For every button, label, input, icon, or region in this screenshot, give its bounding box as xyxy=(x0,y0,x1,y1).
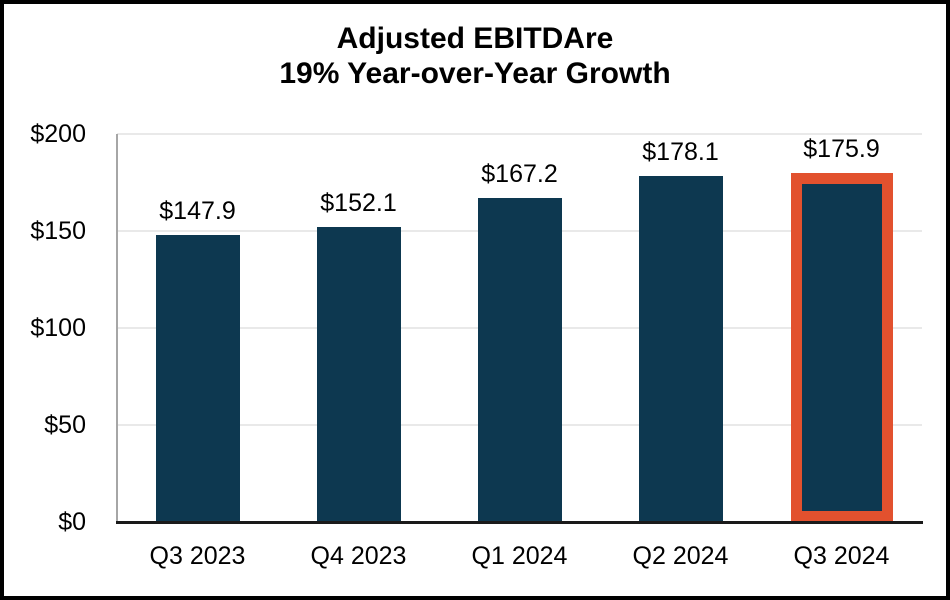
bar xyxy=(799,180,884,522)
x-tick-label: Q4 2023 xyxy=(310,542,407,570)
chart-title: Adjusted EBITDAre 19% Year-over-Year Gro… xyxy=(0,21,950,91)
x-tick-label: Q1 2024 xyxy=(471,542,568,570)
chart-title-line1: Adjusted EBITDAre xyxy=(336,22,614,55)
bar-value-label: $167.2 xyxy=(481,159,558,188)
bar-value-label: $152.1 xyxy=(320,188,397,217)
bar-highlight-outline xyxy=(790,172,893,522)
y-tick-label: $50 xyxy=(44,411,86,439)
x-tick-label: Q3 2024 xyxy=(793,542,890,570)
bar-value-label: $147.9 xyxy=(159,197,236,226)
bar-value-label: $175.9 xyxy=(803,134,880,163)
x-tick-label: Q3 2023 xyxy=(149,542,246,570)
y-tick-label: $150 xyxy=(30,217,86,245)
bar xyxy=(638,176,723,522)
gridline xyxy=(117,133,922,135)
y-axis-line xyxy=(116,134,118,522)
y-tick-label: $0 xyxy=(58,508,86,536)
x-axis-baseline xyxy=(116,521,923,524)
y-tick-label: $200 xyxy=(30,120,86,148)
x-tick-label: Q2 2024 xyxy=(632,542,729,570)
bar xyxy=(316,226,401,522)
chart-title-line2: 19% Year-over-Year Growth xyxy=(279,57,671,90)
y-tick-label: $100 xyxy=(30,314,86,342)
bar xyxy=(477,197,562,522)
bar xyxy=(155,235,240,522)
bar-value-label: $178.1 xyxy=(642,138,719,167)
